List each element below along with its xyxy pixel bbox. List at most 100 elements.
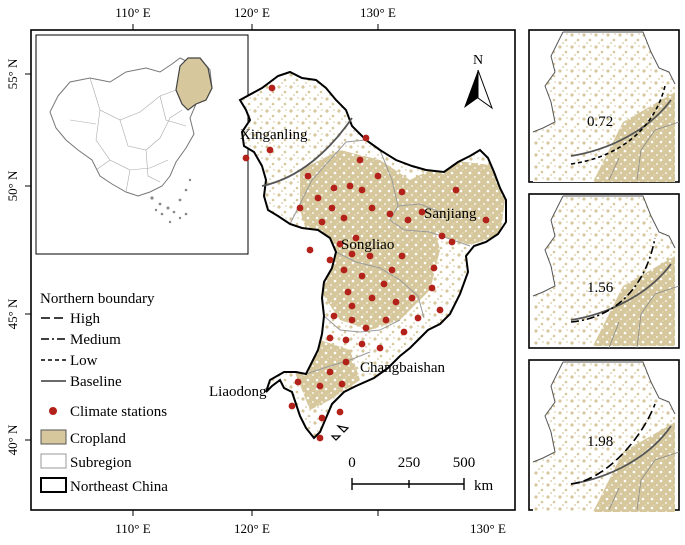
climate-station-dot xyxy=(330,184,338,192)
panel-scenario-line xyxy=(570,85,666,165)
climate-station-dot xyxy=(326,334,334,342)
climate-station-dot xyxy=(386,210,394,218)
climate-station-dot xyxy=(296,204,304,212)
subregion-boundaries xyxy=(289,139,471,375)
climate-station-dot xyxy=(358,340,366,348)
climate-station-dot xyxy=(306,246,314,254)
climate-station-dot xyxy=(362,324,370,332)
climate-station-dot xyxy=(400,328,408,336)
climate-station-dot xyxy=(348,250,356,258)
scale-tick-500: 500 xyxy=(453,455,476,471)
north-arrow: N xyxy=(464,53,494,110)
liaodong-islands xyxy=(330,425,350,441)
china-outline xyxy=(49,57,213,197)
china-province-lines xyxy=(69,77,187,193)
climate-station-dot xyxy=(346,182,354,190)
climate-station-dot xyxy=(314,194,322,202)
china-inset xyxy=(35,34,249,255)
main-map: 110° E 120° E 130° E 110° E 120° E 130° … xyxy=(5,5,516,536)
climate-station-dot xyxy=(358,272,366,280)
graticule-ticks xyxy=(25,24,379,516)
panel-value: 1.98 xyxy=(587,434,613,450)
region-label-sanjiang: Sanjiang xyxy=(424,206,477,222)
left-tick-40: 40° N xyxy=(5,424,20,455)
climate-station-dot xyxy=(482,216,490,224)
climate-station-dot xyxy=(376,344,384,352)
climate-station-dot xyxy=(380,280,388,288)
panel-baseline xyxy=(570,425,672,485)
climate-station-dot xyxy=(436,306,444,314)
climate-station-dot xyxy=(398,252,406,260)
legend: Northern boundary High Medium Low Baseli… xyxy=(40,291,168,495)
region-label-songliao: Songliao xyxy=(341,237,394,253)
top-tick-130: 130° E xyxy=(360,5,396,20)
climate-station-dot xyxy=(316,382,324,390)
bottom-tick-120: 120° E xyxy=(234,521,270,536)
legend-label-medium: Medium xyxy=(70,332,121,348)
climate-station-dot xyxy=(348,302,356,310)
left-tick-45: 45° N xyxy=(5,298,20,329)
climate-station-dot xyxy=(336,240,344,248)
climate-station-dot xyxy=(268,84,276,92)
north-arrow-icon xyxy=(464,70,478,108)
scale-tick-0: 0 xyxy=(348,455,356,471)
panel-outline xyxy=(532,195,676,297)
climate-station-dot xyxy=(388,266,396,274)
panel-scenario-line xyxy=(570,237,656,323)
bottom-tick-110: 110° E xyxy=(115,521,150,536)
legend-label-cropland: Cropland xyxy=(70,431,126,447)
climate-station-dot xyxy=(418,208,426,216)
climate-station-dot xyxy=(452,186,460,194)
climate-station-dot xyxy=(344,288,352,296)
climate-station-dot xyxy=(398,188,406,196)
bottom-tick-130: 130° E xyxy=(470,521,506,536)
climate-station-dot xyxy=(368,294,376,302)
legend-symbol-cropland xyxy=(40,429,67,445)
scenario-panel-3: 1.98 xyxy=(528,359,680,512)
climate-station-dot xyxy=(336,408,344,416)
scale-tick-250: 250 xyxy=(398,455,421,471)
legend-symbol-subregion xyxy=(40,453,67,469)
legend-label-northeast-china: Northeast China xyxy=(70,479,168,495)
climate-station-dot xyxy=(358,186,366,194)
climate-station-dot xyxy=(352,234,360,242)
scenario-panel-2: 1.56 xyxy=(528,193,680,349)
top-tick-110: 110° E xyxy=(115,5,150,20)
climate-stations xyxy=(242,84,490,442)
climate-station-dot xyxy=(382,316,390,324)
scale-unit: km xyxy=(474,478,494,494)
climate-station-dot xyxy=(326,368,334,376)
scale-bar-line xyxy=(351,478,465,490)
climate-station-dot xyxy=(428,284,436,292)
climate-station-dot xyxy=(328,204,336,212)
climate-station-dot xyxy=(374,172,382,180)
climate-station-dot xyxy=(366,252,374,260)
scenario-panel-1: 0.72 xyxy=(528,29,680,183)
climate-station-dot xyxy=(288,402,296,410)
region-label-liaodong: Liaodong xyxy=(209,384,267,400)
climate-station-dot xyxy=(448,238,456,246)
climate-station-dot xyxy=(266,146,274,154)
climate-station-dot xyxy=(340,266,348,274)
baseline-boundary xyxy=(261,117,353,187)
climate-station-dot xyxy=(392,298,400,306)
climate-station-dot xyxy=(242,154,250,162)
legend-label-high: High xyxy=(70,311,101,327)
northeast-china-outline xyxy=(238,70,507,440)
left-tick-55: 55° N xyxy=(5,58,20,89)
scale-bar: 0 250 500 km xyxy=(348,455,493,494)
panel-scenario-line xyxy=(570,403,656,485)
north-arrow-label: N xyxy=(473,53,483,68)
climate-station-dot xyxy=(330,312,338,320)
legend-label-low: Low xyxy=(70,353,98,369)
panel-subregion-lines xyxy=(608,451,680,511)
legend-label-subregion: Subregion xyxy=(70,455,132,471)
climate-station-dot xyxy=(368,204,376,212)
climate-station-dot xyxy=(338,380,346,388)
climate-station-dot xyxy=(342,358,350,366)
climate-station-dot xyxy=(414,314,422,322)
top-tick-120: 120° E xyxy=(234,5,270,20)
left-tick-50: 50° N xyxy=(5,170,20,201)
legend-symbol-northeast-china xyxy=(40,477,67,493)
legend-label-climate-stations: Climate stations xyxy=(70,404,167,420)
